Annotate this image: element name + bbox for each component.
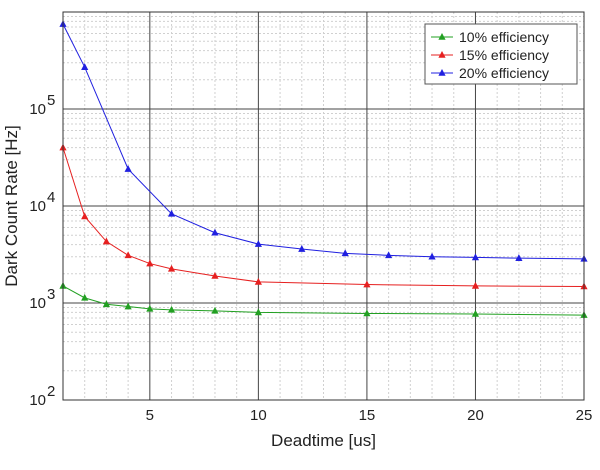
- data-point: [428, 252, 436, 260]
- x-tick-label: 15: [359, 407, 376, 424]
- y-tick-label: 10: [29, 392, 46, 409]
- legend-box: [424, 23, 578, 85]
- data-point: [167, 305, 176, 313]
- data-point: [254, 308, 262, 316]
- data-point: [341, 249, 349, 257]
- data-point: [363, 309, 371, 317]
- y-tick-exponent: 4: [47, 189, 55, 206]
- data-point: [298, 245, 306, 252]
- legend-label: 10% efficiency: [459, 29, 549, 45]
- data-point: [124, 302, 132, 310]
- x-tick-label: 10: [250, 407, 267, 424]
- y-tick-exponent: 5: [47, 92, 55, 109]
- y-tick-exponent: 2: [47, 383, 55, 400]
- data-point: [146, 304, 154, 312]
- data-point: [471, 253, 480, 261]
- data-point: [102, 300, 111, 308]
- data-point: [211, 306, 219, 314]
- data-point: [211, 271, 219, 279]
- data-point: [102, 237, 111, 245]
- data-point: [254, 240, 262, 247]
- legend-label: 15% efficiency: [459, 47, 549, 63]
- y-tick-label: 10: [29, 295, 46, 312]
- data-point: [515, 254, 523, 261]
- y-axis-title: Dark Count Rate [Hz]: [2, 125, 21, 287]
- legend-label: 20% efficiency: [459, 65, 549, 81]
- series-layer: [59, 20, 588, 318]
- series-3: [59, 20, 588, 262]
- data-point: [211, 228, 219, 236]
- legend: 10% efficiency 15% efficiency 20% efficien…: [424, 23, 578, 85]
- x-axis-title: Deadtime [us]: [271, 431, 376, 450]
- x-tick-label: 20: [467, 407, 484, 424]
- data-point: [471, 310, 480, 317]
- x-tick-label: 25: [576, 407, 593, 424]
- y-tick-label: 10: [29, 101, 46, 118]
- x-tick-label: 5: [146, 407, 154, 424]
- data-point: [167, 209, 176, 217]
- data-point: [471, 281, 480, 289]
- legend-marker: [438, 51, 446, 58]
- legend-marker: [438, 69, 446, 76]
- data-point: [167, 264, 176, 272]
- y-tick-exponent: 3: [47, 286, 55, 303]
- data-point: [81, 63, 89, 70]
- data-point: [81, 293, 89, 301]
- series-2: [59, 143, 588, 290]
- legend-marker: [438, 33, 446, 40]
- data-point: [385, 251, 393, 259]
- data-point: [363, 280, 371, 288]
- grid: [62, 12, 585, 401]
- data-point: [124, 165, 132, 172]
- data-point: [254, 277, 262, 285]
- y-tick-label: 10: [29, 198, 46, 215]
- data-point: [81, 212, 89, 220]
- data-point: [146, 259, 154, 267]
- data-point: [124, 251, 132, 259]
- plot-frame: [62, 11, 585, 401]
